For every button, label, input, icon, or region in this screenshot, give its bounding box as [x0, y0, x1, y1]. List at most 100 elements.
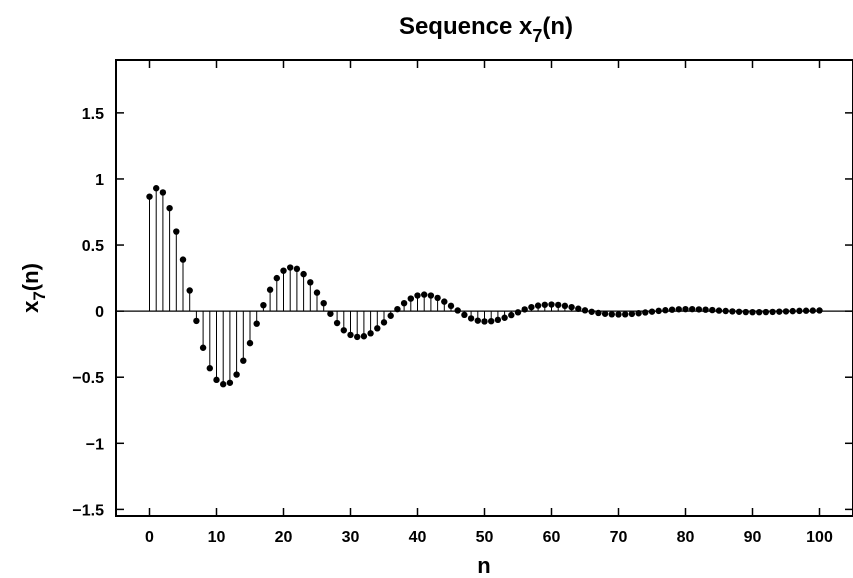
x-ticks: 0 10 20 30 40 50 60 70 80 90 100: [145, 60, 833, 546]
stem-marker: [427, 292, 435, 299]
stem-marker: [226, 379, 234, 386]
x-tick-label: 30: [342, 529, 360, 546]
stem-marker: [199, 344, 207, 351]
stem-marker: [387, 312, 394, 319]
stem-marker: [374, 325, 381, 332]
y-tick-label: −1: [86, 436, 104, 453]
stem-marker: [648, 308, 656, 315]
stem-marker: [474, 317, 481, 324]
stem-marker: [407, 295, 414, 302]
stem-marker: [213, 376, 220, 384]
stem-marker: [769, 308, 776, 316]
stem-marker: [514, 309, 522, 316]
stem-marker: [702, 306, 709, 313]
stem-marker: [246, 339, 254, 347]
stem-marker: [481, 318, 488, 325]
stem-marker: [153, 185, 160, 192]
stem-marker: [742, 308, 749, 316]
stem-marker: [467, 315, 475, 322]
chart-title: Sequence x7(n): [399, 13, 573, 46]
stem-marker: [568, 303, 575, 311]
plot-frame: [115, 59, 853, 517]
stem-marker: [441, 298, 448, 305]
stem-marker: [240, 357, 247, 364]
stem-marker: [501, 314, 508, 321]
stem-marker: [756, 308, 763, 316]
stem-marker: [561, 302, 569, 310]
stem-marker: [206, 365, 213, 372]
stem-marker: [635, 310, 642, 317]
stem-marker: [695, 306, 703, 313]
stem-marker: [816, 307, 823, 314]
stem-marker: [668, 306, 676, 313]
stem-marker: [394, 305, 401, 313]
stem-marker: [749, 308, 756, 316]
stem-marker: [622, 311, 629, 318]
stem-marker: [601, 310, 609, 317]
x-tick-label: 50: [476, 529, 494, 546]
chart-title-tail: (n): [542, 13, 573, 40]
stem-marker: [555, 301, 562, 309]
stem-marker: [360, 333, 368, 340]
stem-marker: [220, 381, 227, 388]
stem-marker: [186, 287, 193, 294]
x-axis-title: n: [477, 553, 490, 578]
x-tick-label: 100: [806, 529, 833, 546]
stem-marker: [327, 310, 334, 317]
stem-marker: [709, 306, 716, 314]
stem-lines: [149, 188, 820, 385]
stem-marker: [434, 294, 441, 302]
y-ticks: −1.5 −1 −0.5 0 0.5 1 1.5: [72, 106, 853, 519]
stem-marker: [615, 311, 622, 318]
x-tick-label: 90: [744, 529, 762, 546]
stem-marker: [233, 371, 240, 378]
stem-marker: [715, 307, 723, 314]
stem-marker: [575, 305, 582, 312]
stem-marker: [722, 307, 729, 315]
stem-marker: [313, 289, 321, 296]
stem-marker: [454, 307, 461, 314]
stem-marker: [307, 279, 314, 286]
stem-marker: [521, 306, 528, 313]
stem-marker: [682, 305, 689, 313]
stem-marker: [776, 308, 783, 315]
stem-marker: [367, 330, 374, 337]
stem-markers: [146, 185, 823, 388]
stem-marker: [287, 264, 294, 271]
y-axis-title-base: x: [18, 300, 43, 313]
stem-marker: [735, 308, 743, 315]
x-tick-label: 0: [145, 529, 154, 546]
stem-marker: [300, 270, 307, 278]
y-axis-title-tail: (n): [18, 263, 43, 291]
stem-marker: [447, 302, 455, 310]
y-tick-label: −1.5: [72, 502, 104, 519]
stem-marker: [293, 265, 301, 273]
x-tick-label: 20: [275, 529, 293, 546]
stem-marker: [628, 310, 636, 318]
stem-marker: [340, 327, 347, 334]
stem-marker: [421, 291, 428, 298]
stem-marker: [655, 307, 662, 315]
stem-marker: [762, 308, 770, 316]
stem-marker: [729, 308, 736, 315]
stem-marker: [508, 311, 515, 319]
chart-title-base: Sequence x: [399, 13, 533, 40]
stem-marker: [253, 320, 260, 327]
x-tick-label: 40: [409, 529, 427, 546]
stem-marker: [146, 193, 153, 200]
x-tick-label: 70: [610, 529, 628, 546]
y-axis-title: x7(n): [18, 263, 49, 313]
stem-marker: [548, 301, 555, 308]
stem-marker: [782, 308, 790, 315]
stem-marker: [380, 319, 388, 326]
stem-marker: [789, 307, 796, 315]
stem-marker: [179, 256, 187, 263]
y-axis-title-subscript: 7: [30, 291, 49, 300]
stem-marker: [534, 302, 542, 309]
stem-marker: [333, 319, 341, 327]
stem-marker: [193, 317, 200, 325]
stem-marker: [260, 301, 267, 309]
stem-marker: [494, 316, 502, 324]
stem-marker: [608, 311, 615, 318]
y-tick-label: −0.5: [72, 370, 104, 387]
